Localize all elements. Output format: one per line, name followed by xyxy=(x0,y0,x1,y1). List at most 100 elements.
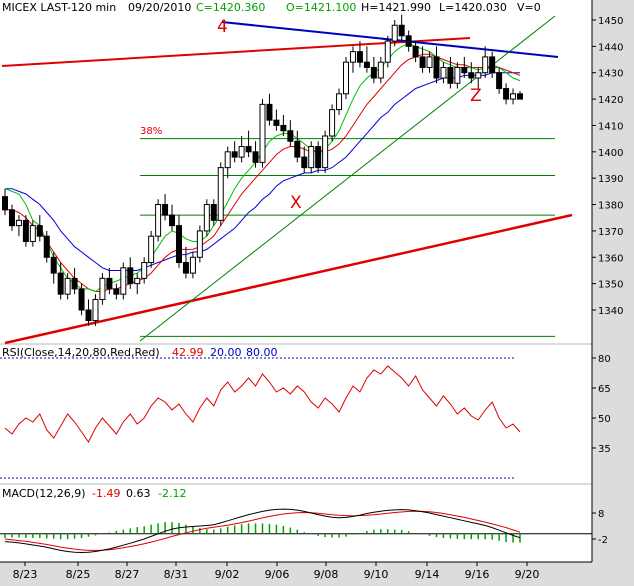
rsi-high-level: 80.00 xyxy=(246,346,278,359)
candle-body xyxy=(155,204,162,237)
candles xyxy=(2,14,523,326)
candle-body xyxy=(440,66,447,79)
candle-body xyxy=(405,35,412,47)
candle-body xyxy=(308,146,315,169)
date-tick-label: 9/08 xyxy=(314,568,339,581)
high-value: H=1421.990 xyxy=(361,1,431,14)
candle-body xyxy=(356,51,363,63)
candle-body xyxy=(231,151,238,158)
macd-line xyxy=(4,508,521,554)
candle-body xyxy=(475,72,482,79)
candle-body xyxy=(50,256,57,274)
candle-body xyxy=(120,267,127,295)
price-tick-label: 1370 xyxy=(598,227,623,238)
candle-body xyxy=(162,204,169,216)
candle-body xyxy=(259,103,266,163)
price-tick-label: 1430 xyxy=(598,69,623,80)
candle-body xyxy=(252,151,259,163)
candle-body xyxy=(134,277,141,285)
macd-signal-value: 0.63 xyxy=(126,487,151,500)
candle-body xyxy=(398,24,405,37)
macd-panel xyxy=(0,485,592,562)
candle-body xyxy=(391,24,398,42)
candle-body xyxy=(294,140,301,158)
candle-body xyxy=(175,225,182,264)
chart-date: 09/20/2010 xyxy=(128,1,191,14)
price-tick-label: 1410 xyxy=(598,121,623,132)
candle-body xyxy=(510,93,517,100)
price-tick-label: 1350 xyxy=(598,280,623,291)
date-tick-label: 8/27 xyxy=(115,568,140,581)
candle-body xyxy=(148,235,155,264)
candle-body xyxy=(384,40,391,63)
candle-body xyxy=(245,146,252,153)
blue-resistance-line xyxy=(221,21,559,58)
rsi-tick-label: 35 xyxy=(598,444,611,455)
candle-body xyxy=(196,230,203,258)
price-tick-label: 1390 xyxy=(598,174,623,185)
candle-body xyxy=(280,124,287,132)
candle-body xyxy=(113,288,120,295)
candle-body xyxy=(182,262,189,274)
candle-body xyxy=(489,56,496,74)
rsi-tick-label: 80 xyxy=(598,354,611,365)
rsi-tick-label: 65 xyxy=(598,384,611,395)
rsi-low-level: 20.00 xyxy=(210,346,242,359)
candle-body xyxy=(426,56,433,68)
candle-body xyxy=(8,209,15,227)
candle-body xyxy=(189,256,196,274)
candle-body xyxy=(412,45,419,58)
rsi-value: 42.99 xyxy=(172,346,204,359)
candle-body xyxy=(517,93,523,100)
macd-histogram xyxy=(4,522,521,543)
candle-body xyxy=(273,119,280,126)
close-value: C=1420.360 xyxy=(196,1,265,14)
chart-symbol: MICEX LAST-120 min xyxy=(2,1,116,14)
candle-body xyxy=(57,272,64,295)
candle-body xyxy=(336,93,343,111)
macd-hist-value: -2.12 xyxy=(158,487,186,500)
price-tick-label: 1400 xyxy=(598,148,623,159)
price-tick-label: 1380 xyxy=(598,201,623,212)
fib-label-38: 38% xyxy=(140,126,162,137)
low-value: L=1420.030 xyxy=(439,1,507,14)
candle-body xyxy=(266,103,273,121)
date-tick-label: 9/14 xyxy=(415,568,440,581)
price-tick-label: 1360 xyxy=(598,253,623,264)
candle-body xyxy=(301,156,308,169)
price-tick-label: 1340 xyxy=(598,306,623,317)
candle-body xyxy=(99,277,106,300)
red-lower-trendline xyxy=(4,213,573,345)
candle-body xyxy=(85,309,92,322)
candle-body xyxy=(315,146,322,169)
wave-label-x: X xyxy=(290,193,302,213)
candle-body xyxy=(15,219,22,227)
date-tick-label: 9/10 xyxy=(364,568,389,581)
candle-body xyxy=(217,167,224,221)
candle-body xyxy=(36,225,43,237)
candle-body xyxy=(238,146,245,158)
candle-body xyxy=(92,298,99,322)
candle-body xyxy=(468,72,475,79)
candle-body xyxy=(127,267,134,285)
price-tick-label: 1420 xyxy=(598,95,623,106)
macd-label: MACD(12,26,9) xyxy=(2,487,86,500)
candle-body xyxy=(419,56,426,68)
candle-body xyxy=(482,56,489,74)
macd-tick-label: 8 xyxy=(598,509,604,520)
axes: 1450 1440 1430 1420 1410 1400 1390 1380 1370 1360… xyxy=(0,0,623,581)
date-tick-label: 9/16 xyxy=(465,568,490,581)
price-tick-label: 1450 xyxy=(598,16,623,27)
candle-body xyxy=(329,109,336,137)
price-gridlines xyxy=(0,138,592,535)
date-tick-label: 9/02 xyxy=(215,568,240,581)
candle-body xyxy=(503,88,510,100)
open-value: O=1421.100 xyxy=(286,1,356,14)
date-tick-label: 8/31 xyxy=(164,568,189,581)
wave-label-4: 4 xyxy=(217,17,228,37)
date-tick-label: 9/20 xyxy=(515,568,540,581)
rsi-tick-label: 50 xyxy=(598,414,611,425)
volume-value: V=0 xyxy=(517,1,541,14)
candle-body xyxy=(169,214,176,227)
